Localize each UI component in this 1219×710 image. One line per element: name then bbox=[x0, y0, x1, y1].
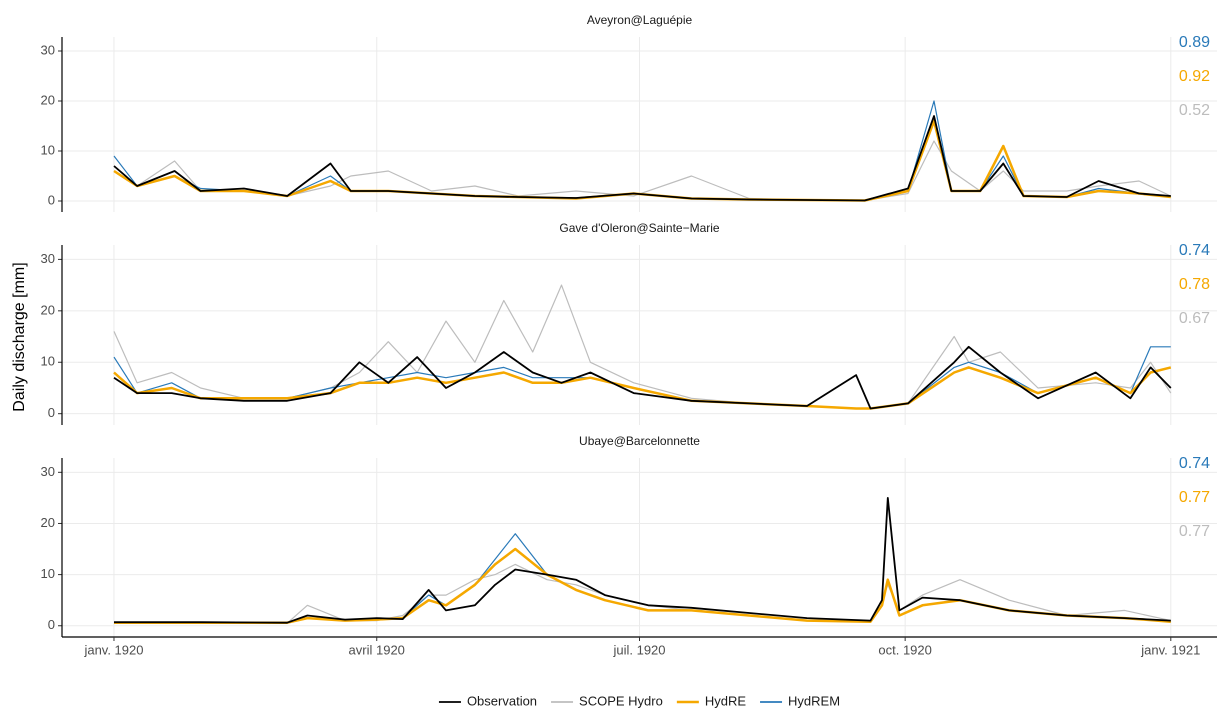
y-tick-label: 0 bbox=[48, 617, 55, 632]
y-tick-label: 10 bbox=[41, 566, 55, 581]
legend-label: HydRE bbox=[705, 693, 747, 708]
panel-title: Gave d'Oleron@Sainte−Marie bbox=[559, 221, 720, 235]
series-line bbox=[113, 366, 1172, 410]
series-line bbox=[114, 497, 1171, 624]
y-axis-label: Daily discharge [mm] bbox=[11, 262, 28, 411]
panel-title: Aveyron@Laguépie bbox=[587, 13, 693, 27]
series-line bbox=[113, 119, 1171, 202]
series-line bbox=[114, 563, 1171, 624]
y-tick-label: 0 bbox=[48, 405, 55, 420]
score-label: 0.78 bbox=[1179, 276, 1210, 293]
score-label: 0.74 bbox=[1179, 242, 1210, 259]
y-tick-label: 30 bbox=[41, 251, 55, 266]
x-tick-label: juil. 1920 bbox=[612, 642, 665, 657]
y-tick-label: 30 bbox=[41, 464, 55, 479]
x-tick-label: janv. 1921 bbox=[1140, 642, 1200, 657]
y-tick-label: 30 bbox=[41, 42, 55, 57]
score-label: 0.74 bbox=[1179, 455, 1210, 472]
y-tick-label: 20 bbox=[41, 515, 55, 530]
series-line bbox=[113, 115, 1171, 202]
series-line bbox=[114, 547, 1171, 624]
legend-label: SCOPE Hydro bbox=[579, 693, 663, 708]
score-label: 0.77 bbox=[1179, 489, 1210, 506]
legend: Observation SCOPE Hydro HydRE HydREM bbox=[438, 693, 840, 708]
x-tick-label: oct. 1920 bbox=[878, 642, 932, 657]
y-tick-label: 20 bbox=[41, 302, 55, 317]
y-tick-label: 20 bbox=[41, 92, 55, 107]
score-label: 0.77 bbox=[1179, 523, 1210, 540]
y-tick-label: 10 bbox=[41, 142, 55, 157]
series-line bbox=[113, 345, 1172, 410]
x-tick-label: avril 1920 bbox=[349, 642, 405, 657]
y-tick-label: 0 bbox=[48, 192, 55, 207]
y-tick-label: 10 bbox=[41, 354, 55, 369]
score-label: 0.89 bbox=[1179, 34, 1210, 51]
score-label: 0.92 bbox=[1179, 68, 1210, 85]
legend-label: Observation bbox=[467, 693, 537, 708]
x-tick-label: janv. 1920 bbox=[83, 642, 143, 657]
legend-label: HydREM bbox=[788, 693, 840, 708]
score-label: 0.52 bbox=[1179, 102, 1210, 119]
panel-title: Ubaye@Barcelonnette bbox=[579, 434, 700, 448]
score-label: 0.67 bbox=[1179, 310, 1210, 327]
